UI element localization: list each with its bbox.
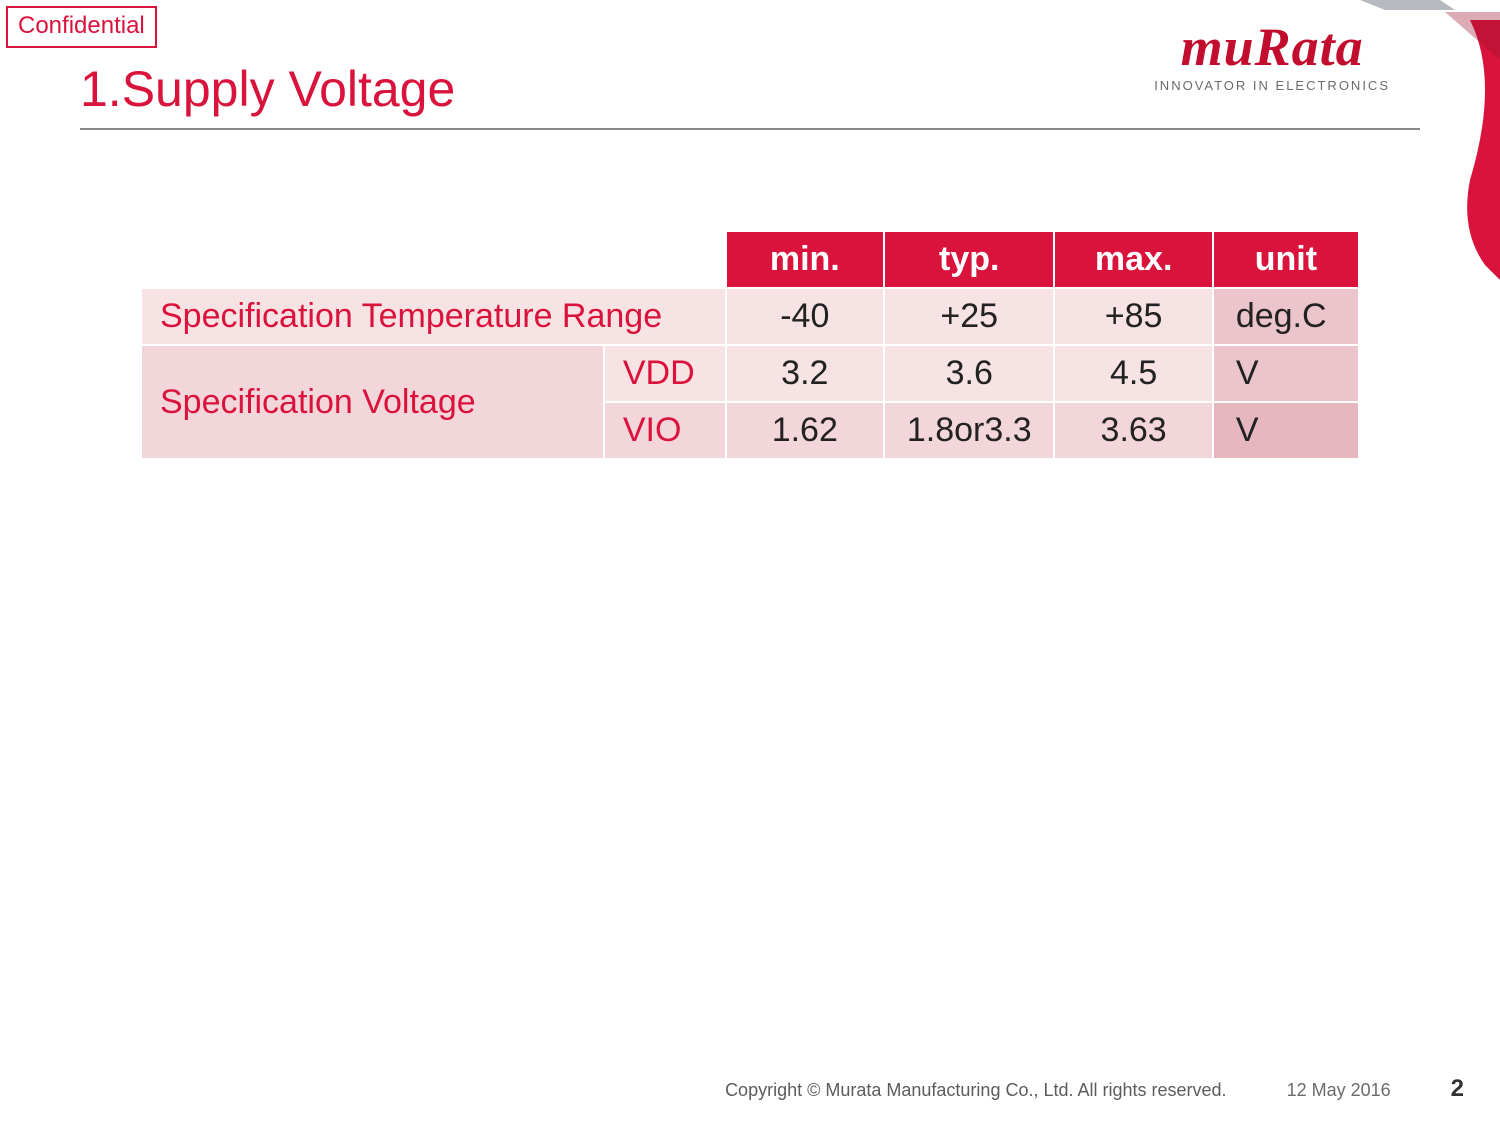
row2-max: 3.63: [1054, 402, 1212, 459]
row2-unit: V: [1213, 402, 1359, 459]
page-title: 1.Supply Voltage: [80, 60, 1420, 118]
title-area: 1.Supply Voltage: [80, 60, 1420, 130]
row0-max: +85: [1054, 288, 1212, 345]
row1-max: 4.5: [1054, 345, 1212, 402]
confidential-label: Confidential: [18, 12, 145, 39]
row1-typ: 3.6: [884, 345, 1055, 402]
header-unit: unit: [1213, 231, 1359, 288]
confidential-badge: Confidential: [6, 6, 157, 48]
header-spacer: [141, 231, 726, 288]
header-typ: typ.: [884, 231, 1055, 288]
header-max: max.: [1054, 231, 1212, 288]
row1-sub: VDD: [604, 345, 726, 402]
row1-min: 3.2: [726, 345, 884, 402]
row0-typ: +25: [884, 288, 1055, 345]
row2-sub: VIO: [604, 402, 726, 459]
footer-copyright: Copyright © Murata Manufacturing Co., Lt…: [725, 1080, 1227, 1101]
footer-date: 12 May 2016: [1287, 1080, 1391, 1101]
row0-unit: deg.C: [1213, 288, 1359, 345]
row0-min: -40: [726, 288, 884, 345]
table-row: Specification Temperature Range -40 +25 …: [141, 288, 1359, 345]
header-min: min.: [726, 231, 884, 288]
spec-table: min. typ. max. unit Specification Temper…: [140, 230, 1360, 460]
row0-label: Specification Temperature Range: [141, 288, 726, 345]
footer: Copyright © Murata Manufacturing Co., Lt…: [0, 1075, 1500, 1103]
footer-page: 2: [1451, 1075, 1464, 1103]
row1-unit: V: [1213, 345, 1359, 402]
table-header-row: min. typ. max. unit: [141, 231, 1359, 288]
row2-typ: 1.8or3.3: [884, 402, 1055, 459]
row1-label: Specification Voltage: [141, 345, 604, 459]
row2-min: 1.62: [726, 402, 884, 459]
table-row: Specification Voltage VDD 3.2 3.6 4.5 V: [141, 345, 1359, 402]
